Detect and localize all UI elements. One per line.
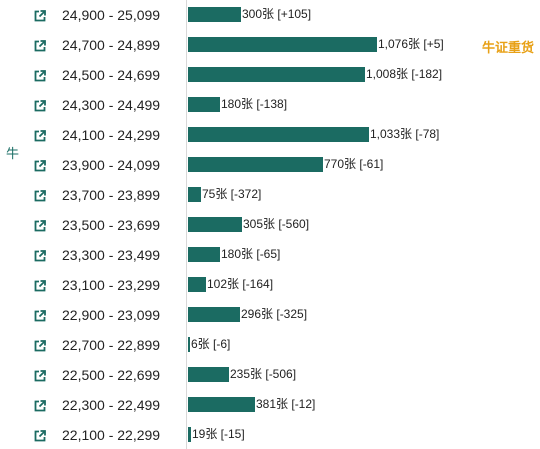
external-link-icon[interactable] [34,249,46,262]
external-link-icon[interactable] [34,99,46,112]
range-label: 22,300 - 22,499 [62,397,161,413]
data-label: 180张 [-65] [221,247,281,261]
external-link-icon[interactable] [34,69,46,82]
range-label: 23,900 - 24,099 [62,157,161,173]
chart-row: 22,500 - 22,699 235张 [-506] [0,360,540,390]
chart-row: 24,300 - 24,499 180张 [-138] [0,90,540,120]
range-label: 22,700 - 22,899 [62,337,161,353]
chart-row: 22,100 - 22,299 19张 [-15] [0,420,540,449]
chart-row: 24,900 - 25,099 300张 [+105] [0,0,540,30]
data-bar [188,367,229,382]
data-bar [188,187,201,202]
axis-line [186,0,187,449]
external-link-icon[interactable] [34,339,46,352]
chart-row: 23,300 - 23,499 180张 [-65] [0,240,540,270]
data-label: 381张 [-12] [256,397,316,411]
range-label: 24,300 - 24,499 [62,97,161,113]
range-label: 24,900 - 25,099 [62,7,161,23]
bull-side-label: 牛 [6,146,20,161]
chart-row: 22,300 - 22,499 381张 [-12] [0,390,540,420]
range-label: 24,100 - 24,299 [62,127,161,143]
chart-row: 22,900 - 23,099 296张 [-325] [0,300,540,330]
heavy-cargo-tag: 牛证重货 [481,40,534,55]
chart-row: 24,100 - 24,299 1,033张 [-78] [0,120,540,150]
external-link-icon[interactable] [34,429,46,442]
data-label: 1,008张 [-182] [366,67,443,81]
data-bar [188,217,242,232]
external-link-icon[interactable] [34,129,46,142]
range-label: 23,100 - 23,299 [62,277,161,293]
range-label: 24,500 - 24,699 [62,67,161,83]
chart-row: 23,500 - 23,699 305张 [-560] [0,210,540,240]
data-label: 102张 [-164] [207,277,274,291]
data-bar [188,337,190,352]
data-label: 305张 [-560] [243,217,310,231]
data-bar [188,307,240,322]
chart-row: 23,700 - 23,899 75张 [-372] [0,180,540,210]
data-bar [188,247,220,262]
data-bar [188,127,369,142]
external-link-icon[interactable] [34,369,46,382]
external-link-icon[interactable] [34,399,46,412]
range-label: 22,500 - 22,699 [62,367,161,383]
data-label: 6张 [-6] [191,337,231,351]
chart-row: 24,700 - 24,899 1,076张 [+5] 牛证重货 [0,30,540,60]
data-bar [188,37,377,52]
data-label: 1,076张 [+5] [378,37,444,51]
chart-row: 22,700 - 22,899 6张 [-6] [0,330,540,360]
data-label: 235张 [-506] [230,367,297,381]
data-bar [188,7,241,22]
chart-row: 24,500 - 24,699 1,008张 [-182] [0,60,540,90]
external-link-icon[interactable] [34,9,46,22]
data-label: 1,033张 [-78] [370,127,440,141]
range-label: 22,100 - 22,299 [62,427,161,443]
data-bar [188,157,323,172]
external-link-icon[interactable] [34,219,46,232]
chart-row: 23,900 - 24,099 770张 [-61] [0,150,540,180]
data-label: 180张 [-138] [221,97,288,111]
data-label: 75张 [-372] [202,187,262,201]
range-label: 24,700 - 24,899 [62,37,161,53]
range-label: 23,500 - 23,699 [62,217,161,233]
data-bar [188,277,206,292]
data-bar [188,427,191,442]
range-label: 22,900 - 23,099 [62,307,161,323]
external-link-icon[interactable] [34,189,46,202]
external-link-icon[interactable] [34,309,46,322]
data-label: 19张 [-15] [192,427,245,441]
data-bar [188,397,255,412]
data-bar [188,97,220,112]
data-label: 300张 [+105] [242,7,312,21]
range-label: 23,300 - 23,499 [62,247,161,263]
external-link-icon[interactable] [34,159,46,172]
data-bar [188,67,365,82]
range-label: 23,700 - 23,899 [62,187,161,203]
external-link-icon[interactable] [34,39,46,52]
data-label: 770张 [-61] [324,157,384,171]
chart-row: 23,100 - 23,299 102张 [-164] [0,270,540,300]
data-label: 296张 [-325] [241,307,308,321]
external-link-icon[interactable] [34,279,46,292]
